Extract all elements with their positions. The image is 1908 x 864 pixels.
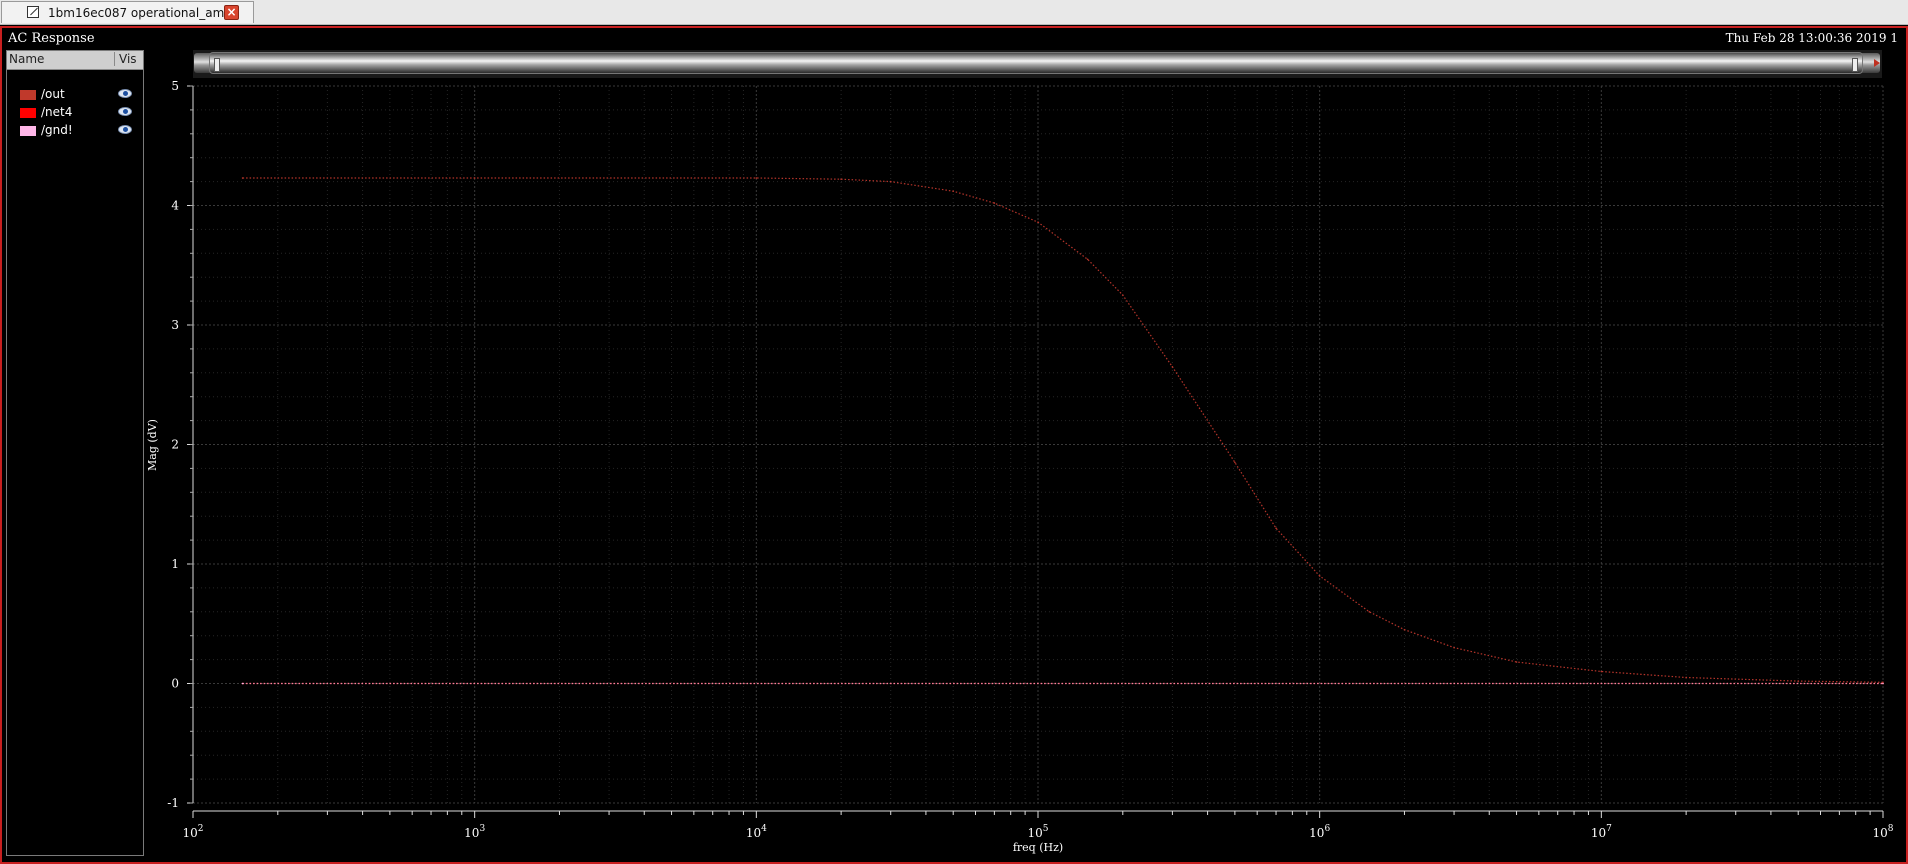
series-point [1453,646,1455,649]
eye-icon[interactable] [118,107,132,116]
series-point [1318,575,1321,577]
y-tick-label: -1 [167,796,179,810]
series-point [1882,681,1884,684]
y-axis-label: Mag (dV) [146,419,159,471]
y-tick-label: 1 [171,557,179,571]
legend-header-name[interactable]: Name [9,52,45,66]
legend-header: Name Vis [7,51,143,70]
y-tick-label: 0 [171,677,179,691]
graph-icon [27,6,39,18]
tab-bar: 1bm16ec087 operational_am... × [0,0,1908,25]
x-tick-label: 108 [1872,824,1893,840]
x-axis-label: freq (Hz) [1013,841,1063,854]
legend-swatch [20,126,36,136]
legend-item-label: /out [41,87,65,101]
x-tick-exponent: 6 [1324,824,1330,834]
scrollbar-right-handle[interactable] [1852,58,1858,72]
legend-item-gnd[interactable]: /gnd! [7,123,143,139]
series-point [1121,294,1124,296]
series-point [1685,676,1687,679]
x-tick-label: 106 [1309,824,1330,840]
series-point [952,190,955,192]
y-tick-label: 5 [171,79,179,93]
x-tick-base: 10 [746,826,761,840]
axis-labels: freq (Hz) Mag (dV) [146,419,1063,854]
scroll-right-arrow-icon[interactable] [1874,59,1880,67]
series-point [1171,366,1174,368]
x-tick-base: 10 [1309,826,1324,840]
series-point [241,682,244,685]
x-tick-label: 104 [746,824,767,840]
x-tick-base: 10 [1027,826,1042,840]
y-tick-label: 3 [171,318,179,332]
series-point [473,177,476,179]
legend-swatch [20,90,36,100]
grid [192,85,1884,804]
legend-panel: Name Vis /out /net4 /gnd! [6,50,144,856]
x-tick-exponent: 8 [1888,824,1894,834]
legend-item-net4[interactable]: /net4 [7,105,143,121]
x-tick-exponent: 7 [1606,824,1612,834]
series-point [1515,661,1518,663]
tab-label: 1bm16ec087 operational_am... [48,6,236,20]
legend-header-vis[interactable]: Vis [114,52,137,66]
series-point [1882,682,1884,685]
series-point [1600,670,1603,673]
series-point [755,177,758,179]
series-point [1368,611,1371,613]
series-point [889,180,892,183]
series-point [1403,628,1406,631]
scrollbar-left-handle[interactable] [214,58,220,72]
scrollbar-thumb[interactable] [209,52,1863,74]
x-zoom-scrollbar[interactable] [193,50,1882,78]
x-tick-exponent: 5 [1043,824,1049,834]
series-point [1797,680,1800,682]
x-tick-base: 10 [1591,826,1606,840]
traces [241,177,1884,685]
eye-icon[interactable] [118,89,132,98]
series-point [1234,461,1236,464]
timestamp: Thu Feb 28 13:00:36 2019 1 [1725,31,1898,45]
x-tick-exponent: 2 [198,824,204,834]
series-point [1037,221,1039,224]
y-tick-label: 4 [171,199,179,213]
x-tick-exponent: 4 [761,824,767,834]
close-icon[interactable]: × [224,5,239,20]
legend-item-out[interactable]: /out [7,87,143,103]
window-tab[interactable]: 1bm16ec087 operational_am... × [1,1,254,23]
series-point [241,177,244,179]
x-tick-label: 105 [1027,824,1048,840]
x-tick-base: 10 [1872,826,1887,840]
x-tick-label: 102 [182,824,203,840]
series-point [840,178,842,181]
legend-item-label: /net4 [41,105,73,119]
series-line-out [242,177,1884,683]
y-tick-label: 2 [171,438,179,452]
x-tick-base: 10 [464,826,479,840]
eye-icon[interactable] [118,125,132,134]
series-point [993,202,996,204]
window-title: AC Response [8,31,95,46]
x-tick-exponent: 3 [479,824,485,834]
x-tick-base: 10 [182,826,197,840]
x-tick-label: 107 [1591,824,1612,840]
series-point [1275,527,1277,529]
x-tick-label: 103 [464,824,485,840]
legend-item-label: /gnd! [41,123,73,137]
legend-swatch [20,108,36,118]
series-point [1086,258,1089,261]
